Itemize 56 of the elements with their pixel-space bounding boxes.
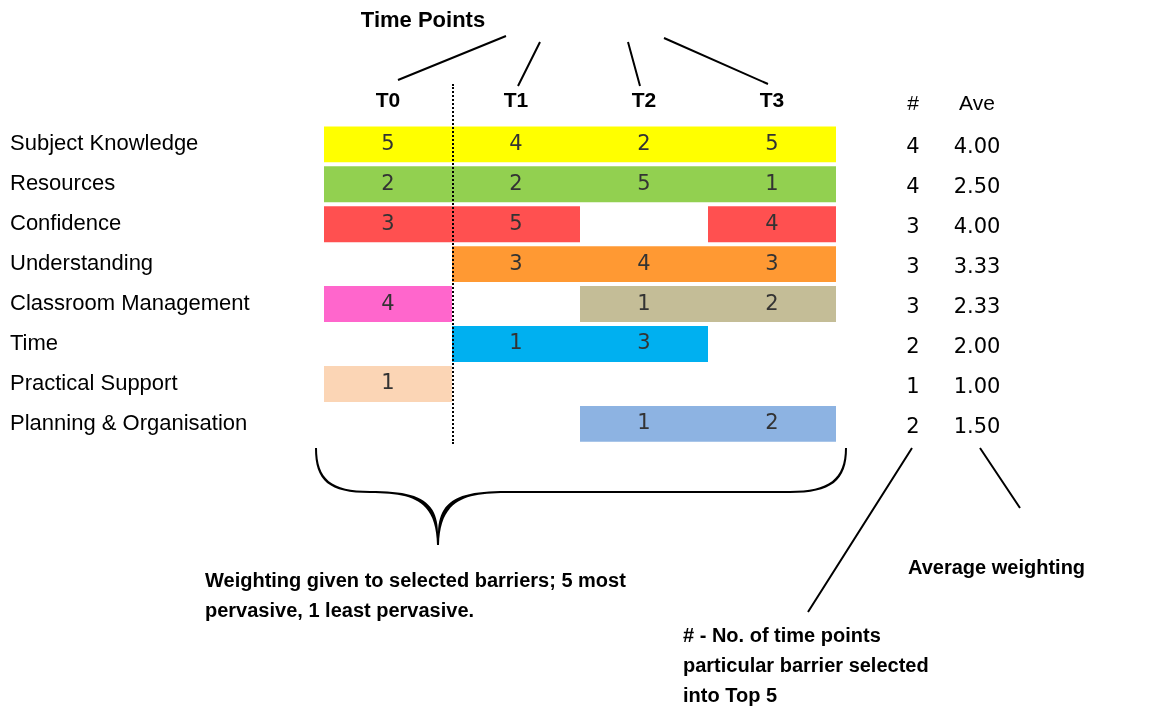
data-label: 3 (906, 294, 920, 319)
data-label: 5 (509, 210, 523, 235)
data-label: 5 (381, 130, 395, 155)
data-label: 1 (509, 330, 523, 355)
data-label: 1 (381, 370, 395, 395)
data-label: 2 (906, 414, 920, 439)
data-label: 4 (509, 130, 523, 155)
data-label: 4.00 (953, 214, 1001, 239)
y-tick-label: Resources (10, 170, 116, 196)
data-label: 1 (637, 290, 651, 315)
data-label: 4 (765, 210, 779, 235)
data-label: 2.33 (953, 294, 1001, 319)
x-tick-label: T0 (375, 87, 401, 111)
data-label: 2 (765, 290, 779, 315)
data-label: 2 (765, 410, 779, 435)
data-label: 5 (637, 170, 651, 195)
data-label: 2 (509, 170, 523, 195)
data-label: 3 (509, 250, 523, 275)
y-tick-label: Classroom Management (10, 290, 250, 316)
data-label: 1 (637, 410, 651, 435)
x-tick-label: T3 (759, 87, 785, 111)
data-label: 3 (906, 254, 920, 279)
data-label: 3.33 (953, 254, 1001, 279)
data-label: 4 (637, 250, 651, 275)
chart-title: Time Points (360, 7, 486, 33)
y-tick-label: Planning & Organisation (10, 409, 248, 435)
text: Weighting given to selected barriers; 5 most pervasive, 1 least pervasive. (205, 568, 627, 623)
data-label: 4 (906, 174, 920, 199)
data-label: 2.00 (953, 334, 1001, 359)
data-label: 3 (906, 214, 920, 239)
y-tick-label: Practical Support (10, 369, 178, 395)
data-label: 4 (906, 134, 920, 159)
data-label: 1.50 (953, 414, 1001, 439)
data-label: 3 (765, 250, 779, 275)
y-tick-label: Time (10, 330, 59, 356)
data-label: 5 (765, 130, 779, 155)
data-label: 3 (637, 330, 651, 355)
x-tick-label: T2 (631, 87, 657, 111)
data-label: 2 (381, 170, 395, 195)
y-tick-label: Subject Knowledge (10, 130, 199, 156)
text: Average weighting (908, 555, 1087, 580)
text: # - No. of time points particular barrier selected into Top 5 (683, 623, 930, 708)
data-label: 2 (906, 334, 920, 359)
data-label: 3 (381, 210, 395, 235)
data-label: 4.00 (953, 134, 1001, 159)
x-tick-label: T1 (503, 87, 529, 111)
data-label: 1 (906, 374, 920, 399)
x-tick-label: # (907, 91, 920, 115)
data-label: 2.50 (953, 174, 1001, 199)
x-tick-label: Ave (959, 91, 995, 115)
data-label: 1.00 (953, 374, 1001, 399)
data-label: 4 (381, 290, 395, 315)
y-tick-label: Confidence (10, 210, 122, 236)
data-label: 2 (637, 130, 651, 155)
y-tick-label: Understanding (10, 250, 154, 276)
data-label: 1 (765, 170, 779, 195)
